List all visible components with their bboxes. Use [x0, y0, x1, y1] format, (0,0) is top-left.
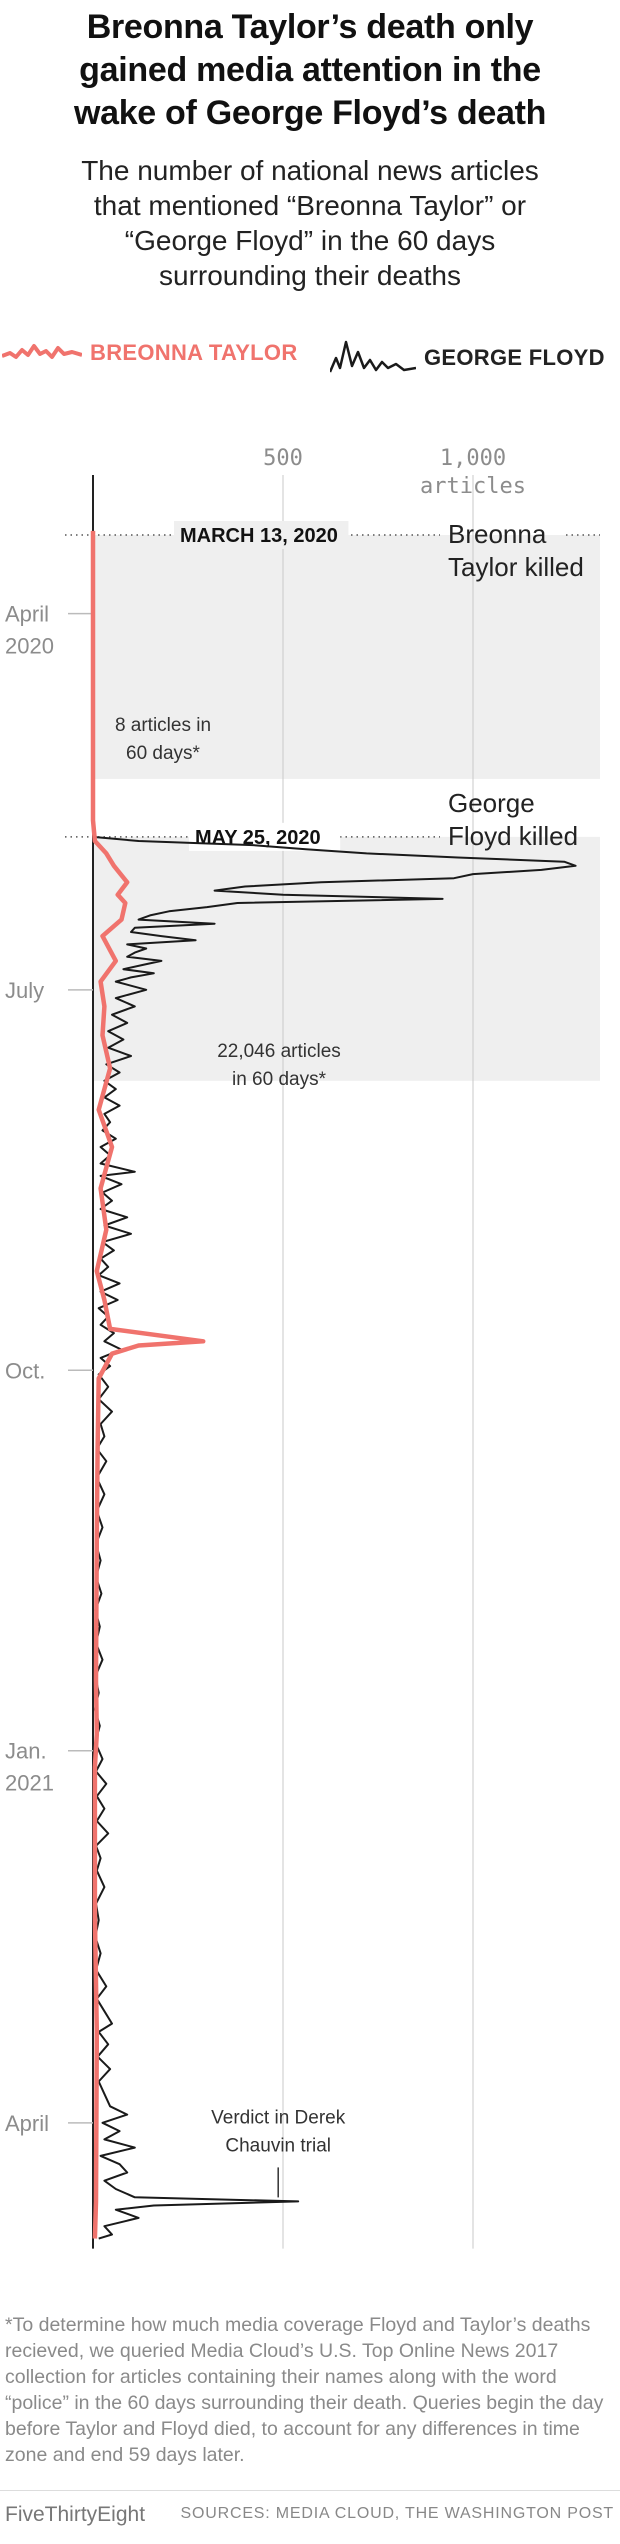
subtitle-line: “George Floyd” in the 60 days: [124, 225, 496, 256]
y-tick-label: Jan.: [5, 1739, 47, 1764]
y-tick-label: April: [5, 2111, 49, 2136]
x-tick-label: 1,000: [440, 446, 506, 471]
legend-label-floyd: GEORGE FLOYD: [424, 345, 605, 370]
x-axis-label: articles: [420, 474, 526, 499]
y-tick-label: 2021: [5, 1771, 54, 1796]
event-note: Breonna: [448, 519, 547, 549]
chart-subtitle: The number of national news articles tha…: [20, 153, 600, 293]
subtitle-line: that mentioned “Breonna Taylor” or: [93, 190, 527, 221]
event-date-label: MARCH 13, 2020: [180, 525, 338, 547]
title-line: wake of George Floyd’s death: [73, 94, 547, 132]
legend-swatch-floyd-icon: [330, 340, 416, 373]
legend-swatch-taylor-icon: [2, 344, 82, 359]
legend-label-taylor: BREONNA TAYLOR: [90, 340, 298, 365]
annotation-label: Chauvin trial: [225, 2135, 331, 2156]
subtitle-line: The number of national news articles: [81, 155, 539, 186]
event-note: Taylor killed: [448, 552, 584, 582]
window-total-label: in 60 days*: [232, 1069, 327, 1090]
chart-title: Breonna Taylor’s death only gained media…: [0, 6, 620, 135]
x-tick-label: 500: [263, 446, 303, 471]
window-total-label: 22,046 articles: [217, 1041, 341, 1062]
annotation-label: Verdict in Derek: [211, 2107, 346, 2128]
legend-item-floyd: GEORGE FLOYD: [330, 338, 605, 378]
title-line: Breonna Taylor’s death only: [86, 8, 534, 46]
y-tick-label: 2020: [5, 634, 54, 659]
subtitle-line: surrounding their deaths: [159, 260, 461, 291]
window-total-label: 8 articles in: [115, 715, 211, 736]
event-note: Floyd killed: [448, 821, 578, 851]
window-total-label: 60 days*: [126, 743, 201, 764]
brand-logo: FiveThirtyEight: [5, 2503, 146, 2526]
legend-item-taylor: BREONNA TAYLOR: [2, 338, 298, 368]
y-tick-label: Oct.: [5, 1358, 45, 1383]
footer: FiveThirtyEight SOURCES: MEDIA CLOUD, TH…: [0, 2490, 620, 2531]
window-shade-0: [93, 535, 600, 779]
series-line-floyd: [92, 530, 577, 2240]
timeline-chart: 500 1,000 articles April 2020 July Oct. Jan. 202…: [5, 446, 600, 2249]
window-shade-1: [93, 836, 600, 1081]
chart-legend: BREONNA TAYLOR GEORGE FLOYD: [0, 338, 620, 378]
series-line-taylor: [90, 530, 206, 2239]
title-line: gained media attention in the: [79, 51, 541, 89]
y-tick-label: April: [5, 602, 49, 627]
event-note: George: [448, 788, 535, 818]
y-tick-label: July: [5, 978, 44, 1003]
event-label-bg: [174, 521, 349, 549]
footnote: *To determine how much media coverage Fl…: [5, 2314, 604, 2466]
sources-credit: SOURCES: MEDIA CLOUD, THE WASHINGTON POS…: [180, 2505, 614, 2522]
